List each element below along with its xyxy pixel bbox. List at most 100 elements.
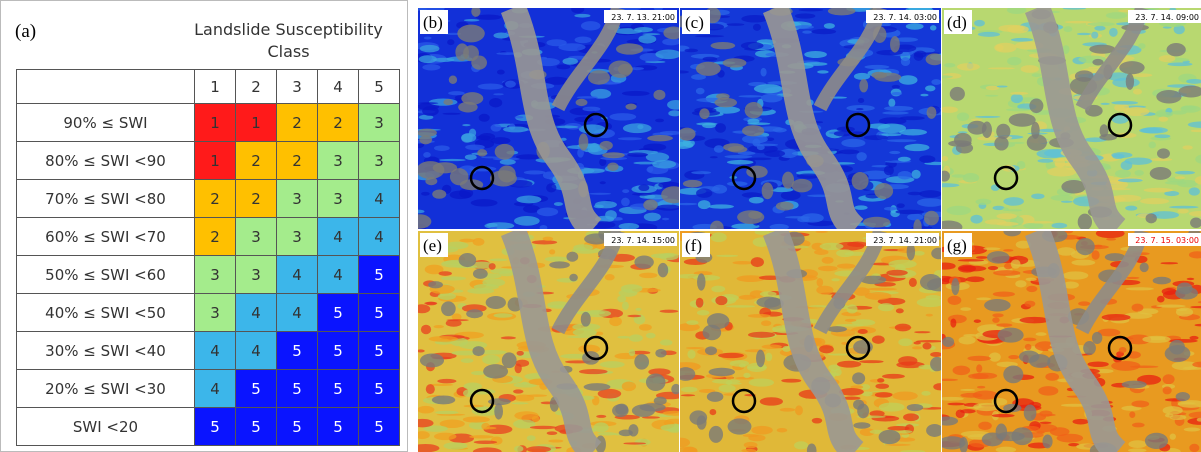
urban-patch — [1126, 73, 1134, 89]
terrain-patch — [1114, 104, 1129, 112]
terrain-patch — [577, 96, 598, 98]
urban-patch — [1153, 277, 1171, 285]
terrain-patch — [976, 297, 991, 300]
urban-patch — [1019, 351, 1039, 363]
terrain-patch — [582, 107, 600, 112]
terrain-patch — [1142, 336, 1170, 343]
urban-patch — [608, 60, 632, 77]
terrain-patch — [476, 14, 502, 19]
terrain-patch — [646, 333, 656, 339]
row-label: 30% ≤ SWI <40 — [17, 332, 195, 370]
urban-patch — [549, 261, 570, 268]
terrain-patch — [494, 313, 513, 318]
terrain-patch — [967, 356, 990, 361]
table-row: 20% ≤ SWI <3045555 — [17, 370, 400, 408]
terrain-patch — [1163, 374, 1175, 384]
urban-patch — [600, 141, 613, 150]
corner-cell — [17, 70, 195, 104]
urban-patch — [1009, 113, 1036, 126]
terrain-patch — [875, 392, 893, 398]
terrain-patch — [732, 261, 753, 265]
terrain-patch — [911, 170, 920, 179]
terrain-patch — [546, 183, 556, 192]
terrain-patch — [635, 439, 651, 446]
terrain-patch — [662, 38, 680, 45]
terrain-patch — [651, 253, 675, 258]
urban-patch — [890, 36, 900, 52]
terrain-patch — [1167, 62, 1192, 66]
class-cell: 3 — [236, 256, 277, 294]
terrain-patch — [1026, 286, 1037, 292]
terrain-patch — [959, 336, 976, 344]
terrain-patch — [655, 49, 681, 59]
terrain-patch — [685, 49, 698, 53]
terrain-patch — [426, 302, 437, 306]
terrain-patch — [1132, 423, 1145, 428]
terrain-patch — [1111, 101, 1138, 105]
class-cell: 4 — [195, 332, 236, 370]
urban-patch — [696, 62, 721, 76]
column-header: 2 — [236, 70, 277, 104]
terrain-patch — [996, 222, 1018, 226]
terrain-patch — [854, 205, 867, 210]
terrain-patch — [600, 181, 606, 184]
terrain-patch — [491, 436, 503, 444]
table-row: 50% ≤ SWI <6033445 — [17, 256, 400, 294]
terrain-patch — [1130, 366, 1158, 368]
urban-patch — [709, 426, 723, 443]
terrain-patch — [1021, 65, 1039, 73]
terrain-patch — [1109, 28, 1118, 37]
terrain-patch — [462, 124, 470, 126]
terrain-patch — [656, 205, 681, 211]
column-header: 4 — [318, 70, 359, 104]
terrain-patch — [537, 207, 558, 216]
terrain-patch — [708, 204, 734, 208]
terrain-patch — [524, 170, 546, 174]
terrain-patch — [609, 317, 622, 326]
terrain-patch — [445, 242, 468, 249]
terrain-patch — [801, 213, 824, 222]
terrain-patch — [622, 302, 629, 311]
timestamp: 23. 7. 14. 09:00 — [1135, 13, 1199, 22]
urban-patch — [428, 281, 443, 288]
terrain-patch — [481, 156, 498, 158]
terrain-patch — [1094, 26, 1105, 31]
terrain-patch — [540, 225, 548, 230]
urban-patch — [709, 368, 735, 376]
class-cell: 2 — [236, 142, 277, 180]
terrain-patch — [875, 383, 889, 388]
terrain-patch — [1154, 134, 1170, 138]
terrain-patch — [960, 389, 975, 391]
urban-patch — [711, 42, 736, 49]
terrain-patch — [751, 257, 764, 267]
class-cell: 3 — [359, 104, 400, 142]
urban-patch — [951, 278, 959, 295]
terrain-patch — [1040, 422, 1052, 424]
urban-patch — [737, 210, 764, 224]
urban-patch — [998, 328, 1024, 343]
terrain-patch — [802, 31, 812, 34]
class-cell: 5 — [277, 408, 318, 446]
terrain-patch — [532, 240, 557, 244]
terrain-patch — [906, 23, 924, 30]
terrain-patch — [957, 63, 980, 70]
terrain-patch — [493, 33, 509, 39]
terrain-patch — [754, 84, 783, 93]
terrain-patch — [515, 116, 524, 119]
urban-patch — [1122, 381, 1147, 389]
urban-patch — [477, 149, 487, 156]
terrain-patch — [516, 154, 541, 159]
terrain-patch — [696, 88, 705, 95]
terrain-patch — [845, 319, 856, 322]
terrain-patch — [471, 199, 498, 206]
terrain-patch — [643, 144, 666, 151]
terrain-patch — [993, 291, 1015, 296]
class-cell: 4 — [359, 180, 400, 218]
terrain-patch — [693, 275, 720, 281]
terrain-patch — [946, 206, 971, 215]
terrain-patch — [422, 64, 440, 70]
terrain-patch — [882, 374, 905, 379]
terrain-patch — [966, 276, 985, 282]
class-cell: 2 — [318, 104, 359, 142]
terrain-patch — [465, 154, 477, 160]
